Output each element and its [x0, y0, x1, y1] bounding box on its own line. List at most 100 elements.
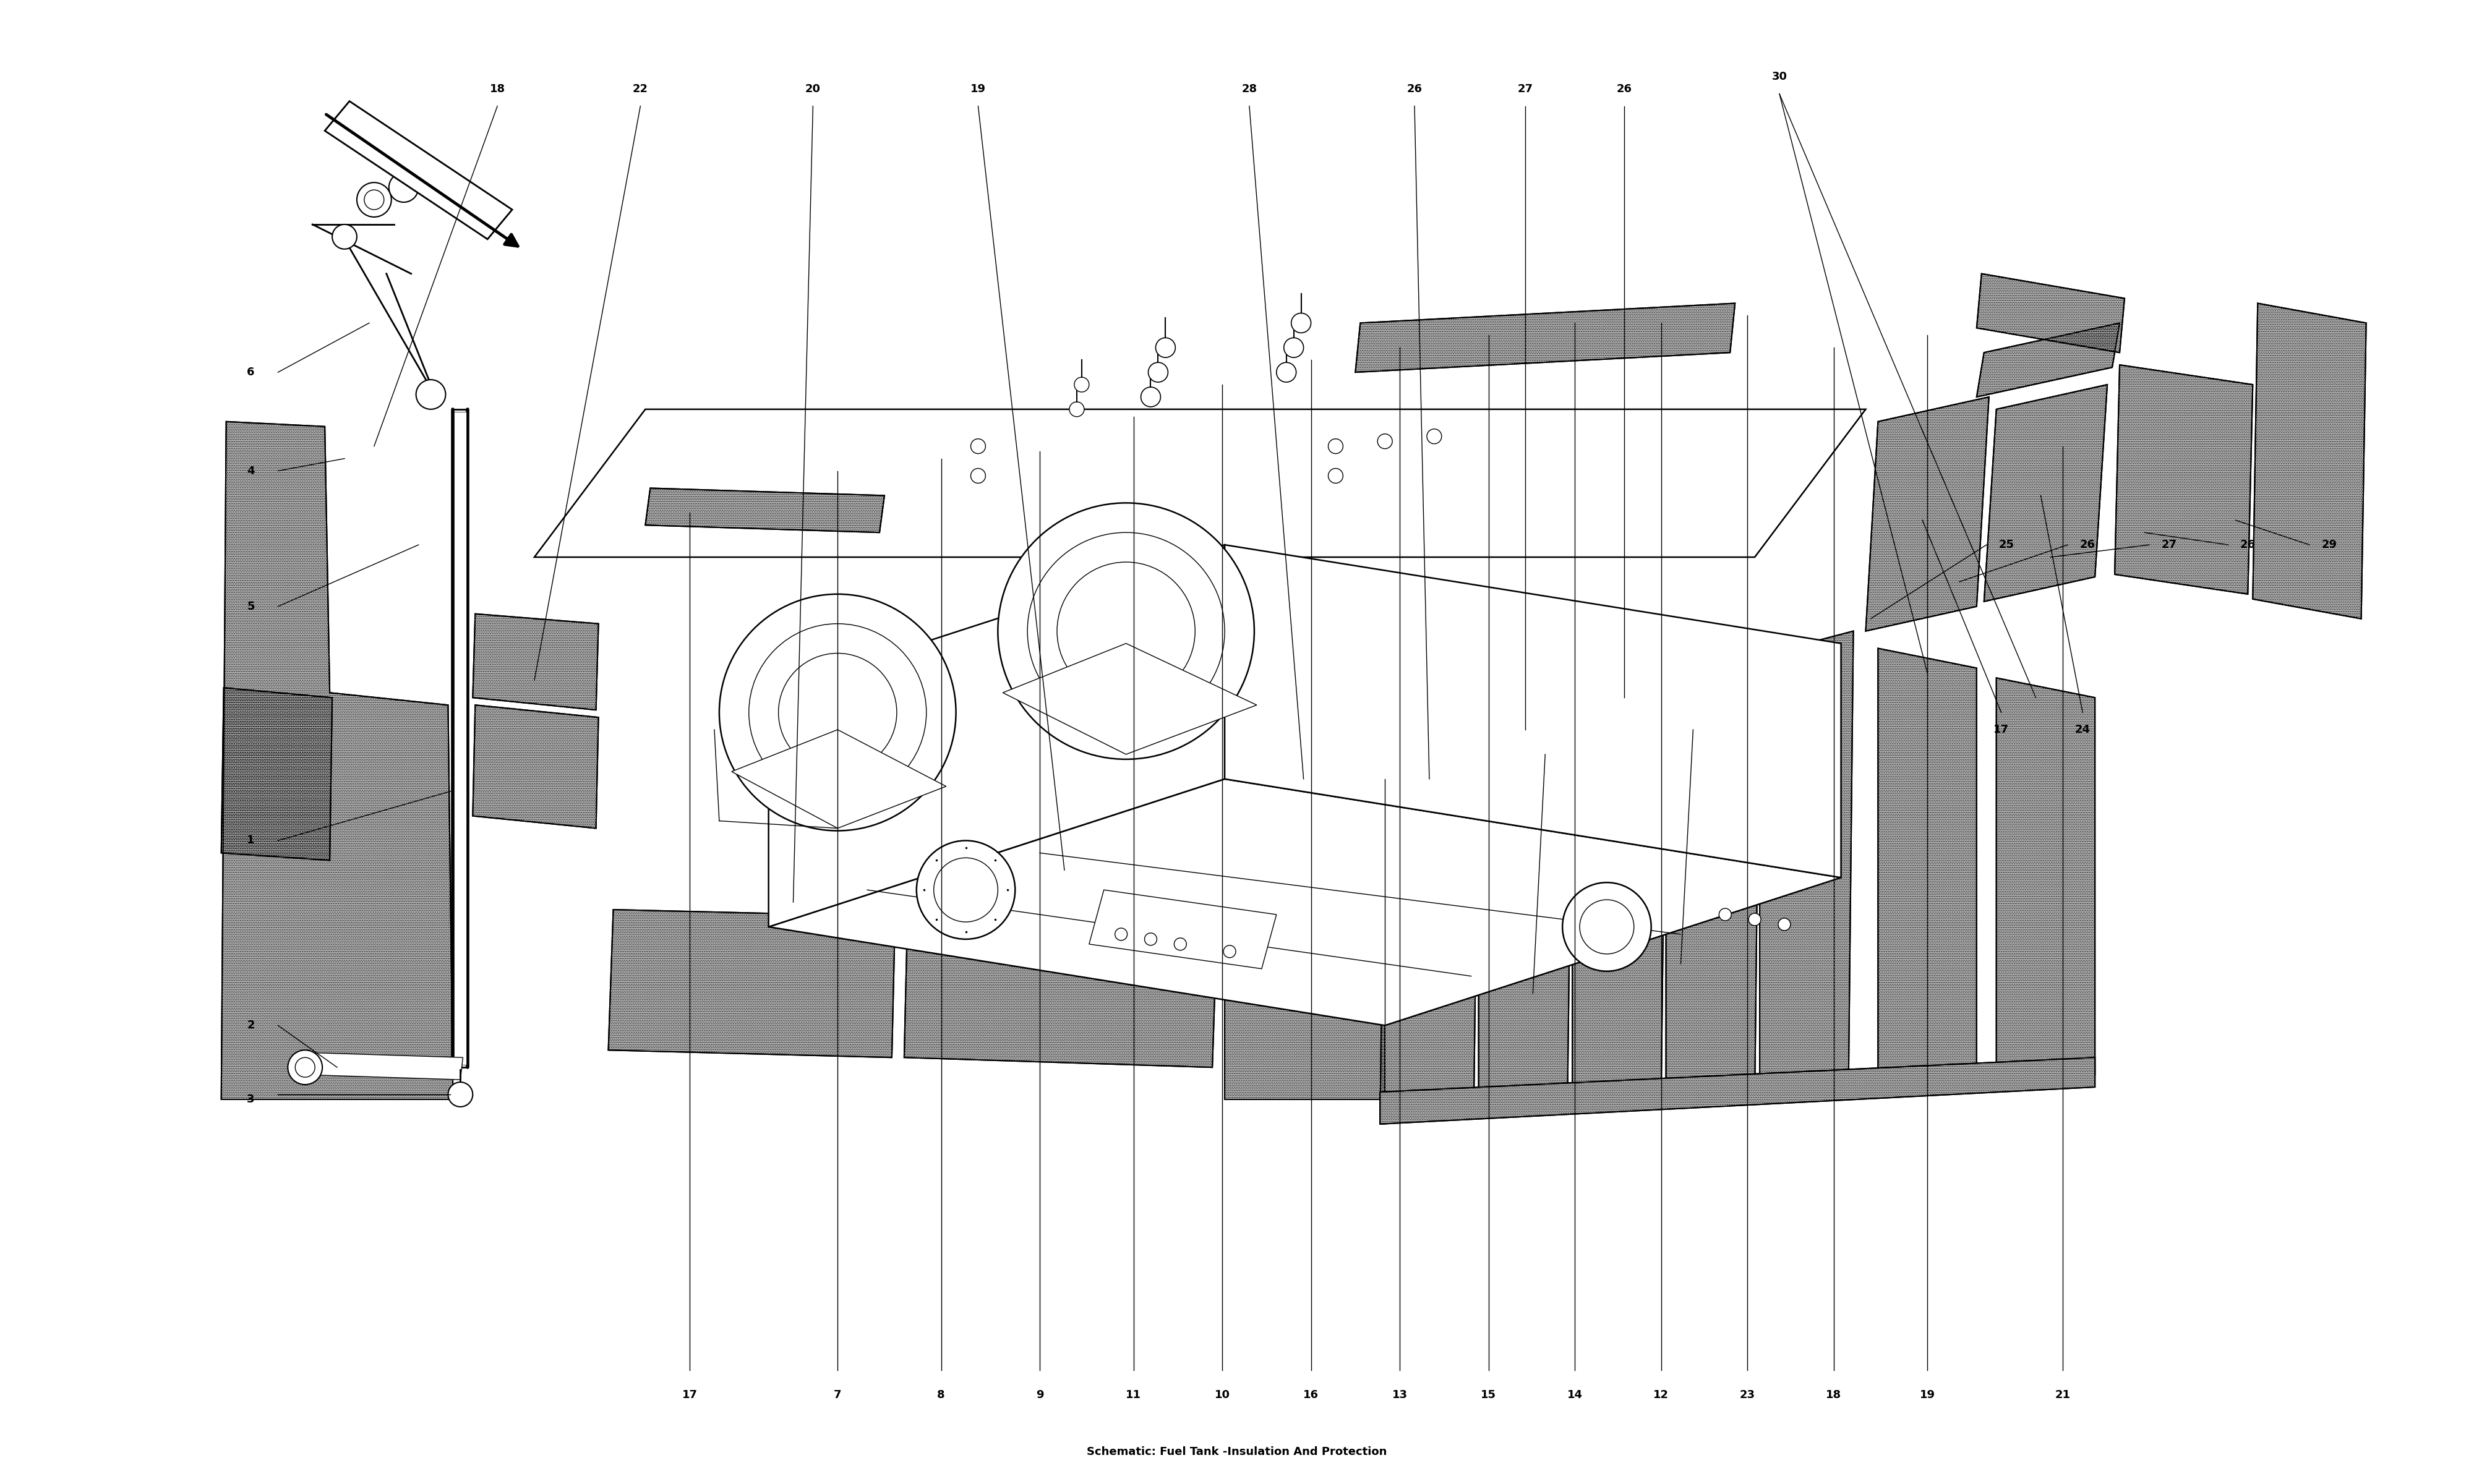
- Polygon shape: [1089, 890, 1277, 969]
- Text: 2: 2: [247, 1020, 255, 1031]
- Polygon shape: [473, 614, 599, 709]
- Circle shape: [356, 183, 391, 217]
- Polygon shape: [304, 1052, 463, 1080]
- Polygon shape: [1225, 545, 1841, 877]
- Text: 26: 26: [1616, 83, 1633, 95]
- Polygon shape: [1665, 656, 1759, 1107]
- Text: 5: 5: [247, 601, 255, 611]
- Circle shape: [750, 623, 925, 801]
- Text: 10: 10: [1215, 1389, 1230, 1401]
- Polygon shape: [1380, 717, 1479, 1123]
- Polygon shape: [769, 779, 1841, 1025]
- Circle shape: [1719, 908, 1732, 920]
- Circle shape: [388, 172, 418, 202]
- Polygon shape: [1865, 396, 1989, 631]
- Circle shape: [1145, 933, 1158, 945]
- Text: 23: 23: [1739, 1389, 1754, 1401]
- Text: 15: 15: [1482, 1389, 1497, 1401]
- Circle shape: [933, 858, 997, 922]
- Polygon shape: [2254, 303, 2365, 619]
- Polygon shape: [1356, 303, 1734, 372]
- Circle shape: [1329, 469, 1343, 484]
- Polygon shape: [1878, 649, 1977, 1088]
- Polygon shape: [1759, 631, 1853, 1100]
- Polygon shape: [1002, 644, 1257, 754]
- Text: 12: 12: [1653, 1389, 1670, 1401]
- Polygon shape: [324, 101, 512, 239]
- Circle shape: [1225, 945, 1237, 957]
- Circle shape: [1069, 402, 1084, 417]
- Circle shape: [448, 1082, 473, 1107]
- Polygon shape: [220, 421, 453, 1100]
- Polygon shape: [2115, 365, 2254, 594]
- Text: 21: 21: [2056, 1389, 2071, 1401]
- Text: 18: 18: [490, 83, 505, 95]
- Polygon shape: [1380, 1058, 2095, 1123]
- Text: 11: 11: [1126, 1389, 1141, 1401]
- Circle shape: [416, 380, 445, 410]
- Circle shape: [1378, 433, 1393, 448]
- Circle shape: [294, 1058, 314, 1077]
- Circle shape: [997, 503, 1254, 760]
- Circle shape: [1116, 927, 1128, 941]
- Polygon shape: [903, 846, 1217, 1067]
- Text: 29: 29: [2321, 539, 2338, 551]
- Text: 19: 19: [1920, 1389, 1935, 1401]
- Circle shape: [1779, 919, 1791, 930]
- Text: 13: 13: [1393, 1389, 1408, 1401]
- Circle shape: [1175, 938, 1188, 950]
- Text: 22: 22: [633, 83, 648, 95]
- Text: 9: 9: [1037, 1389, 1044, 1401]
- Circle shape: [1329, 439, 1343, 454]
- Polygon shape: [220, 687, 332, 861]
- Polygon shape: [473, 705, 599, 828]
- Text: 26: 26: [2239, 539, 2256, 551]
- Circle shape: [1427, 429, 1442, 444]
- Polygon shape: [769, 545, 1225, 927]
- Text: 28: 28: [1242, 83, 1257, 95]
- Circle shape: [1141, 387, 1160, 407]
- Circle shape: [1027, 533, 1225, 730]
- Text: 26: 26: [2081, 539, 2095, 551]
- Circle shape: [364, 190, 383, 209]
- Polygon shape: [1977, 324, 2120, 396]
- Polygon shape: [609, 846, 896, 1058]
- Text: 8: 8: [938, 1389, 945, 1401]
- Text: 24: 24: [2076, 724, 2091, 735]
- Text: 3: 3: [247, 1094, 255, 1106]
- Text: 25: 25: [1999, 539, 2014, 551]
- Text: 6: 6: [247, 367, 255, 378]
- Circle shape: [1074, 377, 1089, 392]
- Circle shape: [1749, 913, 1761, 926]
- Circle shape: [1581, 899, 1633, 954]
- Polygon shape: [534, 410, 1865, 556]
- Polygon shape: [1225, 779, 1385, 1100]
- Text: 4: 4: [247, 466, 255, 476]
- Polygon shape: [1984, 384, 2108, 601]
- Text: 7: 7: [834, 1389, 841, 1401]
- Polygon shape: [1573, 678, 1665, 1112]
- Circle shape: [779, 653, 896, 772]
- Circle shape: [720, 594, 955, 831]
- Polygon shape: [1977, 273, 2125, 353]
- Circle shape: [1277, 362, 1296, 383]
- Circle shape: [1564, 883, 1650, 971]
- Text: 17: 17: [683, 1389, 698, 1401]
- Text: 17: 17: [1994, 724, 2009, 735]
- Text: Schematic: Fuel Tank -Insulation And Protection: Schematic: Fuel Tank -Insulation And Pro…: [1086, 1447, 1388, 1457]
- Text: 20: 20: [804, 83, 821, 95]
- Circle shape: [332, 224, 356, 249]
- Text: 16: 16: [1304, 1389, 1319, 1401]
- Text: 18: 18: [1826, 1389, 1841, 1401]
- Circle shape: [287, 1051, 322, 1085]
- Text: 30: 30: [1771, 71, 1786, 82]
- Text: 1: 1: [247, 835, 255, 846]
- Circle shape: [1148, 362, 1168, 383]
- Polygon shape: [646, 488, 883, 533]
- Text: 27: 27: [1517, 83, 1534, 95]
- Circle shape: [1155, 338, 1175, 358]
- Polygon shape: [1479, 697, 1573, 1116]
- Text: 26: 26: [1408, 83, 1423, 95]
- Text: 27: 27: [2162, 539, 2177, 551]
- Polygon shape: [732, 730, 945, 828]
